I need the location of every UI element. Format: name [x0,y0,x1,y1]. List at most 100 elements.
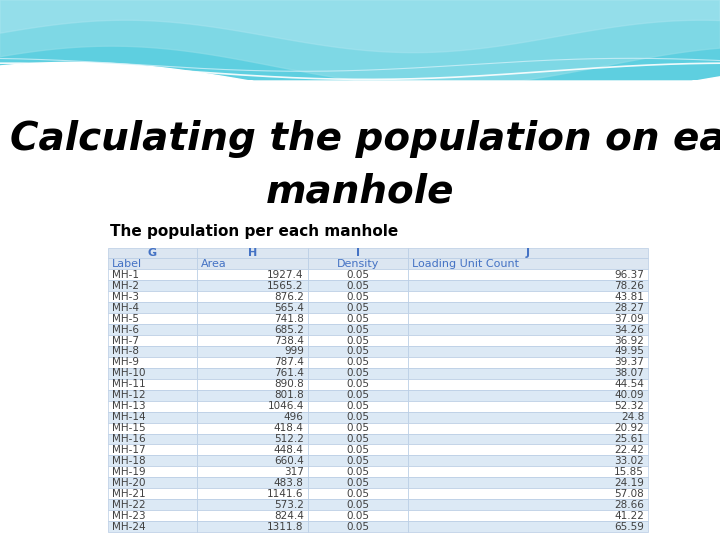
Bar [197,390,308,401]
Text: 0.05: 0.05 [346,325,369,335]
Bar [408,269,648,280]
Text: 999: 999 [284,347,304,356]
Bar [308,379,408,390]
Bar [408,247,648,259]
Text: MH-17: MH-17 [112,445,145,455]
Text: 0.05: 0.05 [346,357,369,367]
Bar [108,499,197,510]
Bar [408,368,648,379]
Bar [197,488,308,499]
Text: 37.09: 37.09 [614,314,644,323]
Text: 738.4: 738.4 [274,335,304,346]
Bar [308,499,408,510]
Bar [308,477,408,488]
Text: MH-24: MH-24 [112,522,145,531]
Text: 24.19: 24.19 [614,478,644,488]
Bar [308,357,408,368]
Bar [408,390,648,401]
Text: 1141.6: 1141.6 [267,489,304,499]
Bar [408,423,648,434]
Text: MH-21: MH-21 [112,489,145,499]
Bar [108,411,197,423]
Bar [408,259,648,269]
Text: MH-1: MH-1 [112,270,139,280]
Text: 24.8: 24.8 [621,412,644,422]
Bar [408,477,648,488]
Text: Label: Label [112,259,142,269]
Bar [108,280,197,291]
Bar [308,269,408,280]
Text: 34.26: 34.26 [614,325,644,335]
Text: The population per each manhole: The population per each manhole [110,224,398,239]
Text: 57.08: 57.08 [614,489,644,499]
Bar [197,368,308,379]
Text: 660.4: 660.4 [274,456,304,466]
Text: 0.05: 0.05 [346,467,369,477]
Text: 876.2: 876.2 [274,292,304,302]
Text: 40.09: 40.09 [614,390,644,400]
Bar [408,313,648,324]
Bar [108,291,197,302]
Bar [197,455,308,467]
Text: 0.05: 0.05 [346,511,369,521]
Bar [197,510,308,521]
Text: MH-14: MH-14 [112,412,145,422]
Text: MH-11: MH-11 [112,379,145,389]
Bar [308,313,408,324]
Text: 0.05: 0.05 [346,368,369,379]
Text: 0.05: 0.05 [346,292,369,302]
Text: 801.8: 801.8 [274,390,304,400]
Text: 761.4: 761.4 [274,368,304,379]
Bar [108,521,197,532]
Text: 25.61: 25.61 [614,434,644,444]
Text: Area: Area [201,259,227,269]
Text: MH-8: MH-8 [112,347,139,356]
Bar [108,390,197,401]
Bar [108,302,197,313]
Text: 0.05: 0.05 [346,489,369,499]
Bar [408,488,648,499]
Text: 28.66: 28.66 [614,500,644,510]
Text: Calculating the population on each: Calculating the population on each [10,120,720,158]
Text: 78.26: 78.26 [614,281,644,291]
Text: 418.4: 418.4 [274,423,304,433]
Bar [408,411,648,423]
Bar [197,467,308,477]
Bar [308,368,408,379]
Text: 38.07: 38.07 [614,368,644,379]
Bar [197,313,308,324]
Bar [197,379,308,390]
Bar [408,510,648,521]
Text: 36.92: 36.92 [614,335,644,346]
Bar [308,335,408,346]
Bar [408,521,648,532]
Bar [108,455,197,467]
Text: 0.05: 0.05 [346,314,369,323]
Bar [308,411,408,423]
Text: MH-19: MH-19 [112,467,145,477]
Bar [308,521,408,532]
Text: MH-6: MH-6 [112,325,139,335]
Bar [408,499,648,510]
Text: 565.4: 565.4 [274,303,304,313]
Text: 317: 317 [284,467,304,477]
Text: 483.8: 483.8 [274,478,304,488]
Text: G: G [148,248,157,258]
Bar [408,401,648,411]
Bar [108,313,197,324]
Bar [197,269,308,280]
Bar [197,411,308,423]
Text: MH-5: MH-5 [112,314,139,323]
Bar [197,291,308,302]
Bar [197,335,308,346]
Bar [197,247,308,259]
Text: 0.05: 0.05 [346,478,369,488]
Bar [108,423,197,434]
Text: 1565.2: 1565.2 [267,281,304,291]
Bar [108,401,197,411]
Text: 0.05: 0.05 [346,379,369,389]
Bar [308,302,408,313]
Bar [308,423,408,434]
Text: 1311.8: 1311.8 [267,522,304,531]
Text: 685.2: 685.2 [274,325,304,335]
